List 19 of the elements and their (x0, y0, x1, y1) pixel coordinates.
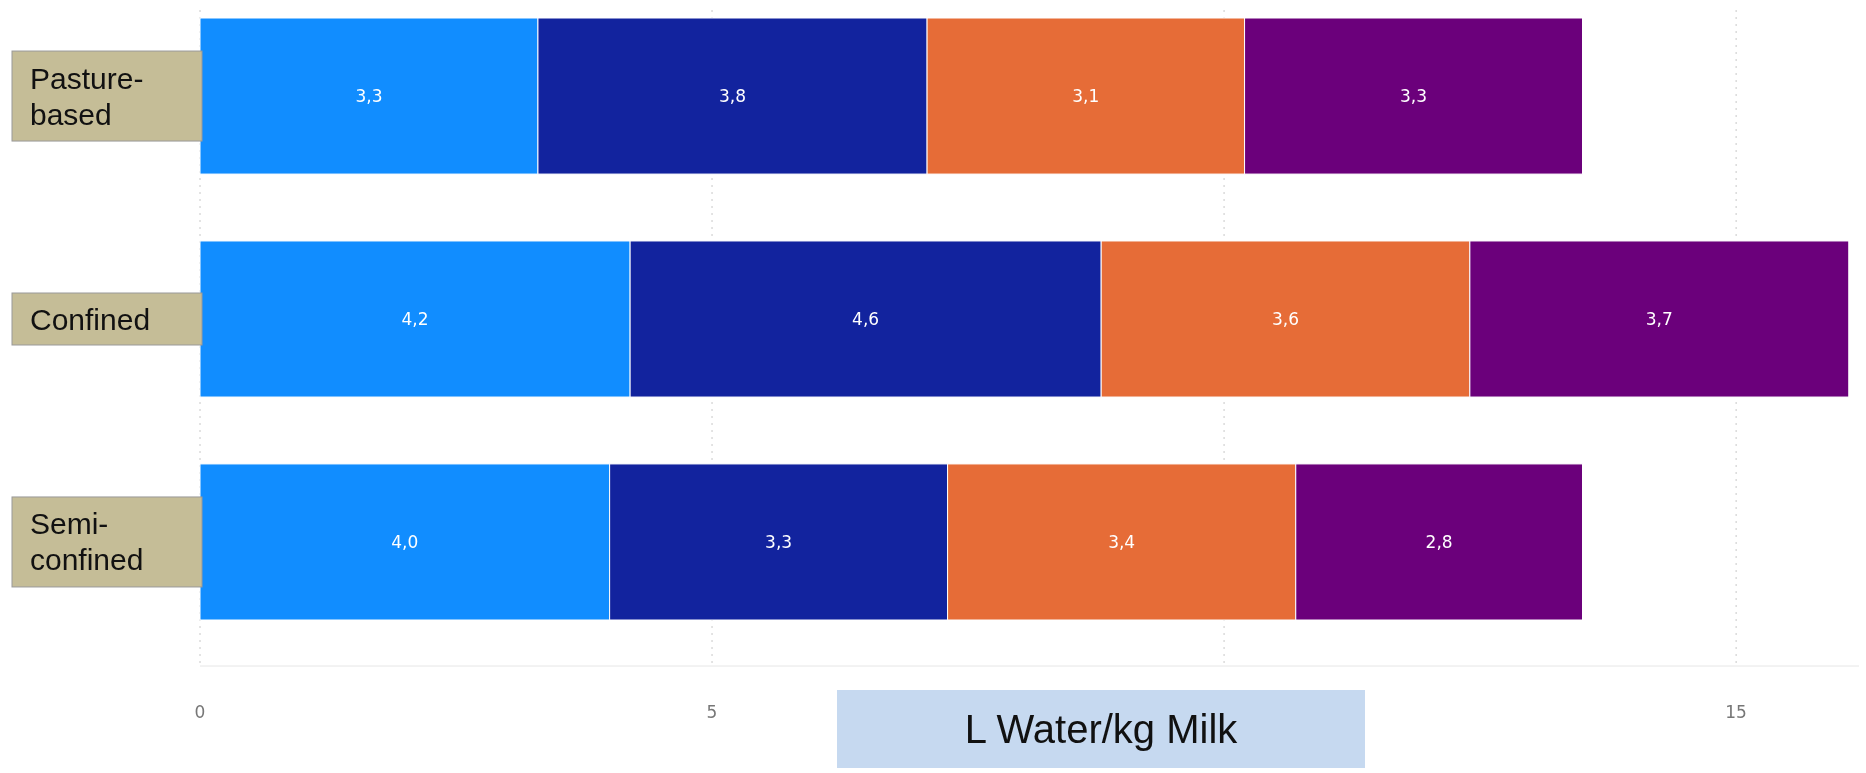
data-label: 3,1 (1072, 85, 1100, 106)
data-label: 3,7 (1645, 308, 1673, 329)
x-tick-label: 15 (1725, 702, 1747, 722)
data-label: 4,2 (401, 308, 429, 329)
x-axis-title: L Water/kg Milk (964, 707, 1239, 751)
data-label: 3,6 (1272, 308, 1300, 329)
data-label: 3,3 (1400, 85, 1428, 106)
data-label: 3,3 (765, 531, 793, 552)
y-tick-label: Pasture-based (30, 61, 144, 131)
y-tick-label: Semi-confined (30, 507, 144, 577)
x-tick-label: 5 (706, 702, 718, 722)
data-label: 2,8 (1425, 531, 1453, 552)
data-label: 3,4 (1108, 531, 1136, 552)
x-tick-label: 0 (194, 702, 206, 722)
data-label: 4,6 (852, 308, 880, 329)
data-label: 3,8 (719, 85, 747, 106)
data-label: 4,0 (391, 531, 419, 552)
y-tick-label: Confined (30, 302, 151, 336)
data-label: 3,3 (355, 85, 383, 106)
